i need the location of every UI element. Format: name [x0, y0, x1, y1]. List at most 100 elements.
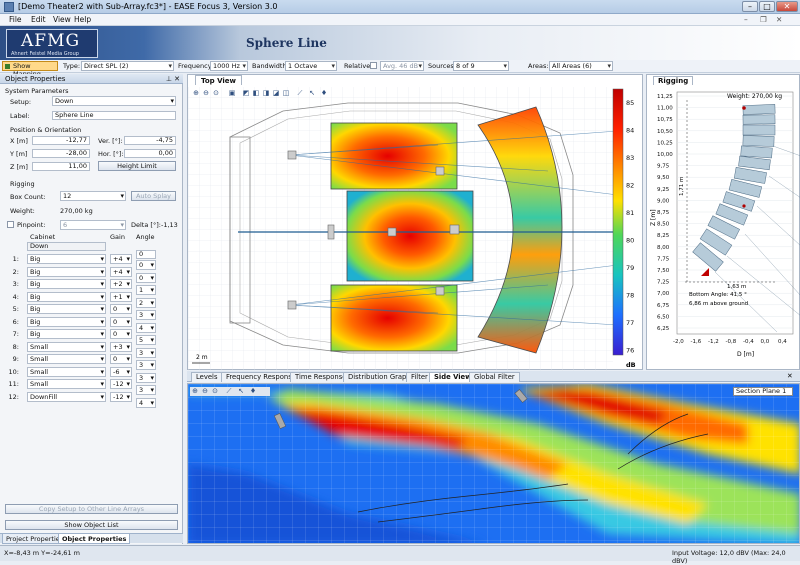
tab-distribution-graph[interactable]: Distribution Graph	[343, 372, 416, 382]
measure-icon[interactable]: ⟋	[297, 89, 303, 97]
gain-select[interactable]: +4	[110, 266, 132, 277]
view-3d-icon[interactable]: ◩	[242, 89, 250, 97]
menu-file[interactable]: File	[9, 15, 22, 24]
panel-close-icon[interactable]: ✕	[174, 75, 180, 83]
angle-select[interactable]: 3	[136, 385, 156, 395]
gain-select[interactable]: -12	[110, 379, 132, 389]
view-side-icon[interactable]: ◨	[262, 89, 270, 97]
angle-select[interactable]: 0	[136, 260, 156, 270]
gain-select[interactable]: 0	[110, 329, 132, 339]
label-field[interactable]: Sphere Line	[52, 111, 176, 120]
menu-edit[interactable]: Edit	[31, 15, 46, 24]
angle-select[interactable]: 4	[136, 322, 156, 333]
zoom-fit-icon[interactable]: ⊙	[213, 89, 219, 97]
side-measure-icon[interactable]: ⟋	[226, 387, 232, 395]
tab-levels[interactable]: Levels	[191, 372, 223, 382]
gain-select[interactable]: 0	[110, 354, 132, 364]
y-field[interactable]: -28,00	[32, 149, 90, 158]
auto-splay-button[interactable]: Auto Splay	[131, 191, 176, 201]
close-button[interactable]: ✕	[776, 1, 798, 12]
minimize-button[interactable]: –	[742, 1, 758, 12]
side-zoom-out-icon[interactable]: ⊖	[202, 387, 208, 395]
section-plane-select[interactable]: Section Plane 1	[733, 387, 793, 396]
mdi-close-icon[interactable]: ✕	[776, 15, 783, 24]
cabinet-select[interactable]: Small	[27, 354, 106, 364]
pinpoint-checkbox[interactable]	[7, 221, 14, 228]
pin-icon[interactable]: ⊥	[165, 75, 172, 83]
side-probe-icon[interactable]: ♦	[249, 387, 257, 395]
box-count-select[interactable]: 12	[60, 191, 126, 201]
angle-select[interactable]: 2	[136, 297, 156, 308]
angle-select[interactable]: 5	[136, 335, 156, 345]
cabinet-select[interactable]: Big	[27, 279, 106, 289]
pinpoint-select[interactable]: 6	[60, 220, 126, 230]
angle-select[interactable]: 4	[136, 397, 156, 408]
angle-select[interactable]: 3	[136, 310, 156, 320]
gain-select[interactable]: +2	[110, 279, 132, 289]
pointer-icon[interactable]: ↖	[309, 89, 315, 97]
gain-select[interactable]: +3	[110, 341, 132, 352]
tabs-close-icon[interactable]: ✕	[787, 372, 793, 380]
gain-select[interactable]: -6	[110, 366, 132, 377]
tab-object-properties[interactable]: Object Properties	[58, 534, 131, 544]
view-top-icon[interactable]: ◪	[272, 89, 280, 97]
mdi-restore-icon[interactable]: ❐	[760, 15, 767, 24]
tab-rigging[interactable]: Rigging	[653, 76, 694, 85]
type-select[interactable]: Direct SPL (2)	[81, 61, 174, 71]
cabinet-select[interactable]: Big	[27, 316, 106, 327]
ver-field[interactable]: -4,75	[124, 136, 176, 145]
select-icon[interactable]: ▣	[228, 89, 236, 97]
angle-select[interactable]: 0	[136, 272, 156, 283]
view-back-icon[interactable]: ◫	[282, 89, 290, 97]
side-pointer-icon[interactable]: ↖	[238, 387, 244, 395]
tab-top-view[interactable]: Top View	[195, 75, 243, 85]
frequency-select[interactable]: 1000 Hz	[210, 61, 248, 71]
angle-select[interactable]: 3	[136, 372, 156, 383]
cabinet-select[interactable]: Big	[27, 304, 106, 314]
cabinet-select[interactable]: Big	[27, 291, 106, 302]
tab-global-filter[interactable]: Global Filter	[469, 372, 520, 382]
bandwidth-select[interactable]: 1 Octave	[285, 61, 337, 71]
cabinet-select[interactable]: Big	[27, 329, 106, 339]
view-front-icon[interactable]: ◧	[252, 89, 260, 97]
setup-select[interactable]: Down	[52, 96, 176, 106]
x-field[interactable]: -12,77	[32, 136, 90, 145]
areas-select[interactable]: All Areas (6)	[549, 61, 613, 71]
cabinet-select[interactable]: Big	[27, 254, 106, 264]
show-mapping-button[interactable]: Show Mapping	[2, 61, 58, 78]
cabinet-select[interactable]: Small	[27, 341, 106, 352]
zoom-out-icon[interactable]: ⊖	[203, 89, 209, 97]
side-view-canvas[interactable]	[188, 384, 800, 544]
tab-frequency-response[interactable]: Frequency Response	[221, 372, 301, 382]
maximize-button[interactable]: □	[759, 1, 775, 12]
menu-help[interactable]: Help	[74, 15, 92, 24]
gain-select[interactable]: +4	[110, 254, 132, 264]
zoom-in-icon[interactable]: ⊕	[193, 89, 199, 97]
gain-select[interactable]: -12	[110, 391, 132, 402]
relative-select[interactable]: Avg. 46 dB	[380, 61, 424, 71]
side-zoom-in-icon[interactable]: ⊕	[192, 387, 198, 395]
z-field[interactable]: 11,00	[32, 162, 90, 171]
angle-top-field[interactable]: 0	[136, 250, 156, 259]
top-view-canvas[interactable]: 85 84 83 82 81 80 79 78 77 76 dB 2 m	[188, 75, 644, 371]
copy-setup-button[interactable]: Copy Setup to Other Line Arrays	[5, 504, 178, 514]
angle-select[interactable]: 3	[136, 360, 156, 370]
angle-select[interactable]: 1	[136, 285, 156, 295]
angle-select[interactable]: 3	[136, 347, 156, 358]
gain-select[interactable]: 0	[110, 316, 132, 327]
side-zoom-fit-icon[interactable]: ⊙	[212, 387, 218, 395]
cabinet-select[interactable]: DownFill	[27, 391, 106, 402]
cabinet-select[interactable]: Big	[27, 266, 106, 277]
cabinet-select[interactable]: Small	[27, 366, 106, 377]
hor-field[interactable]: 0,00	[124, 149, 176, 158]
probe-icon[interactable]: ♦	[320, 89, 328, 97]
mdi-minimize-icon[interactable]: –	[744, 15, 748, 24]
gain-select[interactable]: +1	[110, 291, 132, 302]
menu-view[interactable]: View	[53, 15, 71, 24]
gain-select[interactable]: 0	[110, 304, 132, 314]
height-limit-button[interactable]: Height Limit	[98, 161, 176, 171]
cabinet-select[interactable]: Small	[27, 379, 106, 389]
show-object-list-button[interactable]: Show Object List	[5, 520, 178, 530]
relative-checkbox[interactable]	[370, 62, 377, 69]
sources-select[interactable]: 8 of 9	[453, 61, 509, 71]
